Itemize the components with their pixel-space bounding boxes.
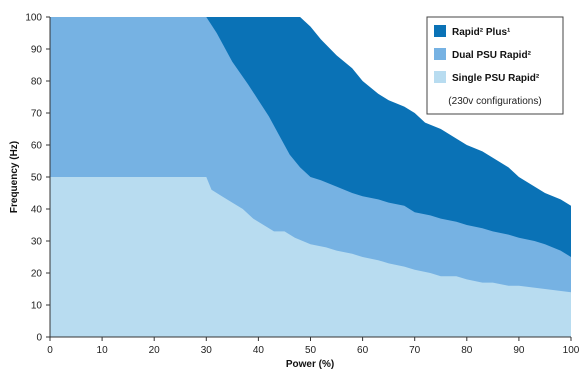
y-tick-label: 50 — [31, 173, 43, 184]
legend-note: (230v configurations) — [448, 96, 541, 107]
legend-box — [426, 16, 564, 115]
y-tick-label: 90 — [31, 45, 43, 56]
y-tick-label: 20 — [31, 269, 43, 280]
y-axis-title: Frequency (Hz) — [9, 141, 20, 213]
y-tick-label: 80 — [31, 77, 43, 88]
y-tick-label: 70 — [31, 109, 43, 120]
x-tick-label: 100 — [563, 345, 579, 356]
y-tick-label: 10 — [31, 301, 43, 312]
area-series-3 — [50, 177, 571, 337]
area-series-group — [50, 17, 571, 337]
legend-label: Rapid² Plus¹ — [452, 27, 511, 38]
y-tick-label: 60 — [31, 141, 43, 152]
legend: Rapid² Plus¹ Dual PSU Rapid² Single PSU Ra… — [426, 16, 564, 115]
x-tick-label: 20 — [149, 345, 161, 356]
y-tick-label: 30 — [31, 237, 43, 248]
x-axis-title: Power (%) — [286, 359, 334, 370]
x-tick-label: 90 — [513, 345, 525, 356]
x-tick-label: 40 — [253, 345, 265, 356]
x-tick-label: 30 — [201, 345, 213, 356]
x-tick-label: 60 — [357, 345, 369, 356]
legend-label: Single PSU Rapid² — [452, 73, 540, 84]
legend-swatch — [434, 71, 446, 83]
y-tick-label: 0 — [36, 333, 42, 344]
x-tick-label: 80 — [461, 345, 473, 356]
x-tick-label: 70 — [409, 345, 421, 356]
y-tick-group: 0 10 20 30 40 50 60 70 80 90 100 — [25, 13, 50, 344]
x-tick-group: 0 10 20 30 40 50 60 70 80 90 100 — [47, 337, 579, 356]
legend-label: Dual PSU Rapid² — [452, 50, 532, 61]
legend-swatch — [434, 25, 446, 37]
y-tick-label: 100 — [25, 13, 42, 24]
x-tick-label: 10 — [97, 345, 109, 356]
legend-swatch — [434, 48, 446, 60]
x-tick-label: 0 — [47, 345, 53, 356]
x-tick-label: 50 — [305, 345, 317, 356]
y-tick-label: 40 — [31, 205, 43, 216]
